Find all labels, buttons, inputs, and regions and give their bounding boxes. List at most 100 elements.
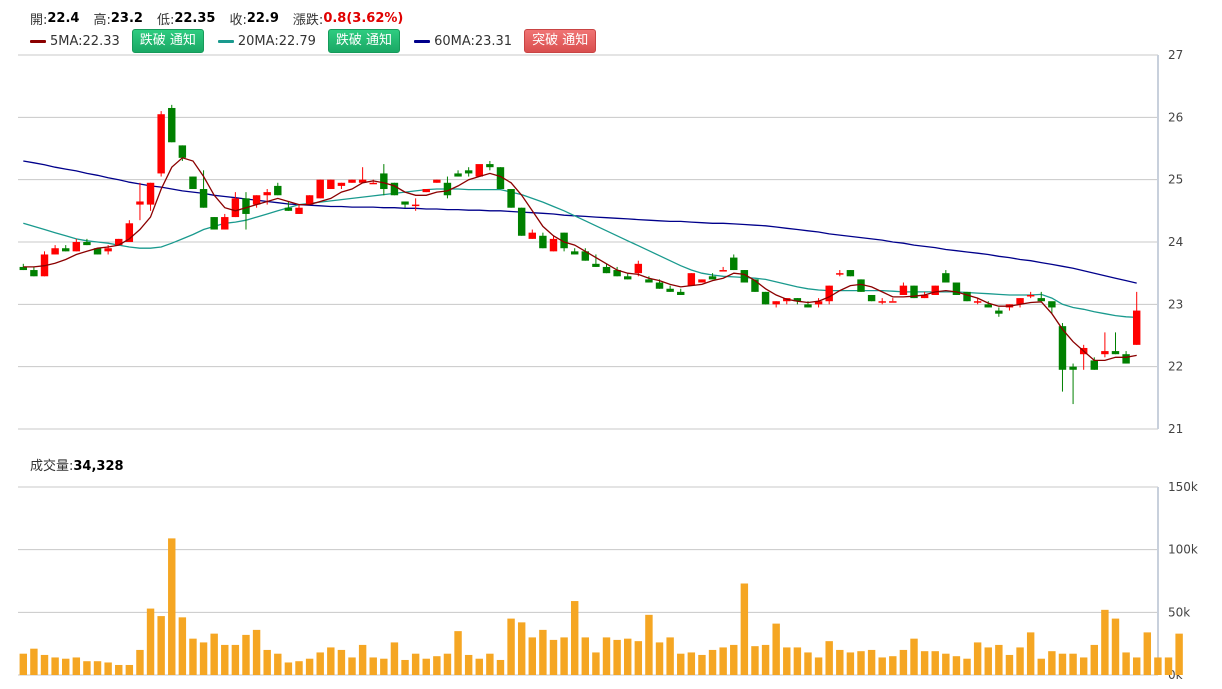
candle-body [401, 201, 409, 205]
volume-bar [624, 638, 632, 675]
ma5-line [23, 157, 1137, 362]
candle-body [83, 242, 91, 246]
open-label: 開: [30, 12, 48, 28]
candle-body [761, 291, 770, 305]
volume-bar [104, 662, 112, 675]
volume-bar [592, 652, 600, 675]
candle-body [221, 217, 229, 230]
candle-body [1016, 298, 1024, 305]
candle-body [920, 294, 929, 299]
candle-body [995, 310, 1003, 314]
candle-body [115, 238, 123, 246]
volume-bar [358, 644, 367, 675]
ma20-alert-button[interactable]: 跌破 通知 [327, 29, 401, 53]
volume-bar [804, 652, 812, 675]
price-tick-label: 25 [1168, 173, 1183, 187]
candle-body [793, 298, 802, 302]
candle-body [30, 270, 38, 277]
candle-body [1090, 360, 1098, 370]
candle-body [570, 251, 579, 255]
volume-bar [677, 653, 685, 675]
close-value: 22.9 [246, 10, 279, 26]
candle-body [836, 273, 844, 275]
candle-body [814, 301, 823, 305]
volume-bar [708, 649, 717, 675]
candle-body [454, 173, 462, 177]
volume-bar [1122, 652, 1130, 675]
volume-bar [221, 644, 229, 675]
candle-body [62, 248, 70, 252]
volume-value: 34,328 [73, 459, 124, 474]
volume-bar [305, 658, 314, 675]
volume-bar [984, 647, 992, 675]
candle-body [295, 207, 303, 214]
candle-body [422, 189, 430, 193]
candle-body [719, 270, 727, 272]
volume-bar [889, 656, 897, 675]
volume-bar [1069, 653, 1077, 675]
volume-bar [1058, 653, 1067, 675]
volume-bar [72, 657, 81, 675]
change-value: 0.8(3.62%) [323, 10, 404, 26]
candle-body [730, 257, 738, 271]
volume-bar [740, 583, 749, 675]
candle-body [93, 248, 102, 255]
candle-body [624, 276, 632, 280]
candle-body [910, 285, 918, 299]
candle-body [369, 182, 377, 185]
volume-bar [93, 661, 102, 675]
volume-bar [443, 653, 452, 675]
volume-bar [761, 644, 770, 675]
low-value: 22.35 [174, 10, 216, 26]
volume-bar [327, 647, 335, 675]
ma60-alert-button[interactable]: 突破 通知 [524, 29, 597, 53]
ma60-line [23, 160, 1137, 284]
candle-body [804, 304, 812, 308]
candle-body [168, 107, 176, 143]
low-label: 低: [156, 12, 175, 28]
candle-body [19, 266, 28, 271]
candle-body [602, 266, 611, 274]
volume-bar [613, 639, 621, 675]
volume-bar [210, 633, 218, 675]
volume-bar [62, 658, 70, 675]
volume-bar [878, 657, 886, 675]
volume-bar [581, 637, 590, 675]
volume-bar [1111, 618, 1120, 675]
volume-bar [570, 601, 579, 675]
volume-bar [793, 647, 802, 675]
candle-body [1122, 354, 1130, 364]
volume-bar [825, 641, 833, 675]
candle-body [687, 273, 696, 286]
ma5-swatch [30, 39, 46, 43]
candle-body [889, 301, 897, 303]
candle-body [549, 238, 558, 252]
candle-body [72, 242, 81, 252]
candle-body [708, 276, 717, 280]
candle-body [1132, 310, 1141, 345]
volume-bar [1101, 609, 1109, 675]
candle-body [592, 263, 600, 267]
volume-bar [411, 653, 420, 675]
volume-bar [687, 652, 696, 675]
candle-body [1048, 301, 1056, 308]
volume-bar [1090, 644, 1098, 675]
volume-tick-label: 100k [1168, 543, 1198, 557]
price-summary: 開: 22.4 高: 23.2 低: 22.35 收: 22.9 漲跌: 0.8… [30, 8, 403, 28]
ma-legend: 5MA:22.33 跌破 通知 20MA:22.79 跌破 通知 60MA:23… [30, 29, 610, 53]
volume-bar [496, 659, 505, 675]
candle-body [443, 182, 452, 196]
ma5-alert-button[interactable]: 跌破 通知 [131, 29, 204, 53]
candle-body [963, 291, 971, 302]
volume-bar [772, 623, 780, 675]
candle-body [952, 282, 961, 295]
candle-body [878, 301, 886, 303]
candle-body [517, 207, 526, 236]
candle-body [157, 114, 165, 174]
volume-bar [199, 642, 208, 675]
candle-body [210, 217, 218, 230]
volume-bar [942, 653, 950, 675]
candle-body [496, 167, 505, 190]
volume-bar [433, 656, 441, 675]
candle-body [305, 195, 314, 205]
